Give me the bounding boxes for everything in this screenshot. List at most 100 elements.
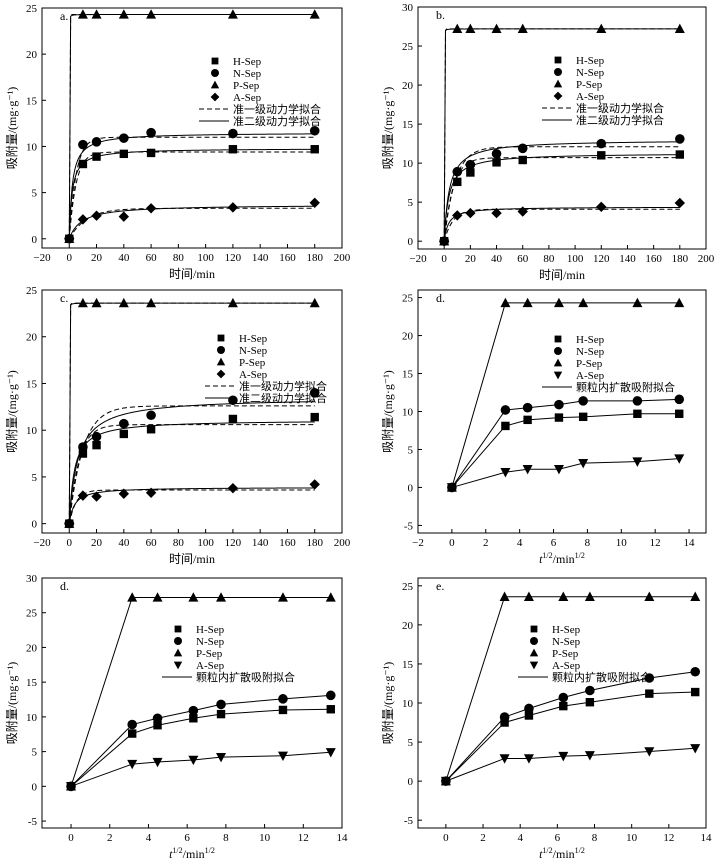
legend-marker <box>530 637 538 645</box>
y-tick-label: -5 <box>28 816 38 828</box>
data-point-a-sep <box>118 211 130 222</box>
y-tick-label: 0 <box>408 776 414 788</box>
data-point-a-sep <box>523 754 534 764</box>
data-point-a-sep <box>277 751 288 761</box>
legend-marker <box>554 56 562 64</box>
x-tick-label: 8 <box>592 832 598 844</box>
data-point-p-sep <box>500 297 511 308</box>
data-point-h-sep <box>228 145 238 154</box>
x-axis-label: t1/2/min1/2 <box>539 551 585 566</box>
data-point-p-sep <box>309 297 320 308</box>
x-axis-label: 时间/min <box>169 552 215 566</box>
x-tick-label: 10 <box>626 832 638 844</box>
x-tick-label: 40 <box>118 252 130 264</box>
data-point-a-sep <box>553 465 564 475</box>
y-tick-label: 5 <box>32 747 38 759</box>
data-point-h-sep <box>500 718 509 727</box>
x-tick-label: 0 <box>67 252 73 264</box>
x-tick-label: 100 <box>567 253 584 265</box>
panel-label: a. <box>60 9 68 23</box>
x-tick-label: 120 <box>225 252 242 264</box>
legend-label: 准一级动力学拟合 <box>576 101 664 115</box>
data-point-a-sep <box>578 458 589 469</box>
x-axis-label-unit: /min <box>553 552 575 566</box>
fit-curve-pso-p-sep <box>68 302 315 524</box>
data-point-h-sep <box>675 150 685 159</box>
legend-marker <box>529 648 539 657</box>
legend-marker <box>553 358 563 367</box>
data-point-p-sep <box>674 23 685 34</box>
x-tick-label: 60 <box>146 252 158 264</box>
data-point-h-sep <box>228 414 238 424</box>
y-axis-label: 吸附量/(mg·g⁻¹) <box>5 370 19 453</box>
fit-curve-pso-p-sep <box>443 28 680 242</box>
data-point-p-sep <box>690 591 701 601</box>
x-tick-label: 8 <box>585 537 591 549</box>
x-tick-label: −20 <box>33 252 51 264</box>
data-point-n-sep <box>465 159 476 170</box>
data-point-h-sep <box>216 709 226 719</box>
x-tick-label: 6 <box>551 537 557 549</box>
data-point-n-sep <box>452 166 463 177</box>
data-point-n-sep <box>119 133 129 143</box>
legend-marker <box>174 637 182 645</box>
data-point-a-sep <box>227 482 239 494</box>
legend-label: 准二级动力学拟合 <box>576 113 664 127</box>
y-tick-label: 25 <box>402 41 414 53</box>
data-point-h-sep <box>92 440 101 450</box>
x-axis-label-var: t <box>539 847 543 861</box>
series-line-h-sep <box>451 413 680 488</box>
y-tick-label: 30 <box>26 573 38 585</box>
data-point-n-sep <box>491 148 502 159</box>
data-point-p-sep <box>499 591 510 601</box>
data-point-p-sep <box>91 297 102 308</box>
data-point-h-sep <box>691 687 700 697</box>
legend-marker <box>553 91 563 101</box>
data-point-a-sep <box>465 207 476 219</box>
data-point-a-sep <box>64 518 75 529</box>
x-tick-label: 200 <box>698 253 715 265</box>
y-tick-label: 15 <box>402 119 414 131</box>
x-tick-label: 20 <box>91 252 103 264</box>
data-point-n-sep <box>632 396 643 406</box>
data-point-h-sep <box>559 701 568 711</box>
data-point-p-sep <box>491 23 502 34</box>
series-line-p-sep <box>451 302 680 488</box>
x-tick-label: 8 <box>223 832 229 844</box>
y-axis-label: 吸附量/(mg·g⁻¹) <box>381 370 395 453</box>
legend-label: H-Sep <box>576 334 605 346</box>
data-point-p-sep <box>146 297 157 308</box>
fit-curve-pfo-a-sep <box>68 489 315 524</box>
y-tick-label: 20 <box>402 80 414 92</box>
legend-label: 准二级动力学拟合 <box>239 391 327 405</box>
data-point-a-sep <box>91 210 102 221</box>
data-point-n-sep <box>674 394 685 405</box>
legend-marker <box>210 92 220 102</box>
x-tick-label: 0 <box>441 253 447 265</box>
legend-marker <box>554 347 562 355</box>
data-point-p-sep <box>523 591 534 601</box>
data-point-a-sep <box>188 755 199 766</box>
data-point-h-sep <box>278 705 288 715</box>
x-tick-label: 40 <box>491 253 503 265</box>
data-point-a-sep <box>227 202 239 213</box>
data-point-n-sep <box>152 713 163 724</box>
fit-curve-pso-n-sep <box>68 401 315 524</box>
data-point-p-sep <box>91 9 102 19</box>
data-point-n-sep <box>78 442 88 452</box>
data-point-p-sep <box>674 297 685 308</box>
legend-label: H-Sep <box>239 333 268 345</box>
legend-marker <box>529 661 539 670</box>
data-point-a-sep <box>500 468 511 478</box>
data-point-n-sep <box>278 694 288 704</box>
fit-curve-pfo-n-sep <box>68 405 315 524</box>
legend-label: A-Sep <box>233 92 262 104</box>
x-tick-label: 2 <box>107 832 113 844</box>
data-point-h-sep <box>310 412 319 422</box>
data-point-a-sep <box>446 483 457 493</box>
fit-curve-pso-p-sep <box>68 13 315 239</box>
data-point-h-sep <box>92 152 101 161</box>
fit-curve-pso-h-sep <box>68 421 315 524</box>
